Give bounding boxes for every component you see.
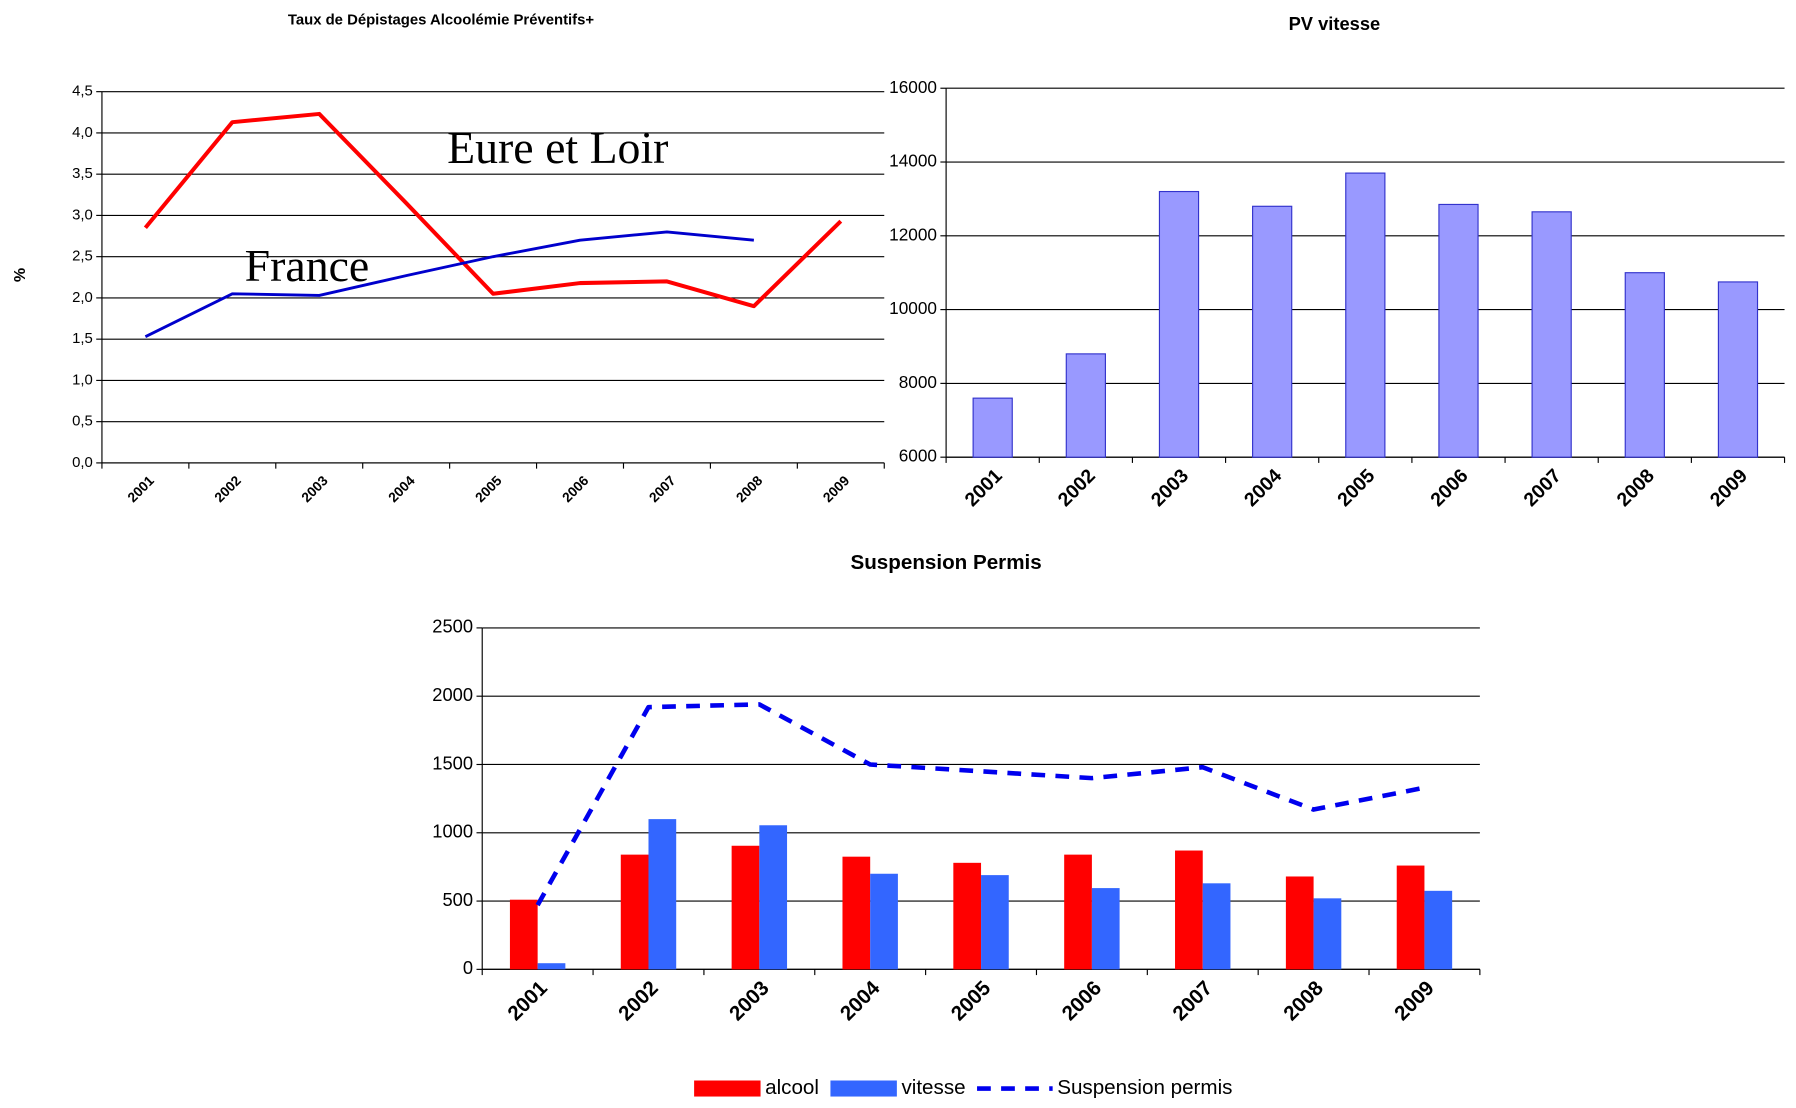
- bar: [731, 845, 760, 970]
- y-tick-label: 1000: [432, 821, 473, 842]
- y-tick-label: 16000: [889, 77, 937, 97]
- y-tick-label: 500: [442, 889, 473, 910]
- x-tick-label: 2001: [961, 465, 1007, 511]
- series-label: France: [245, 240, 370, 291]
- bar: [1531, 211, 1572, 458]
- y-tick-label: 0: [463, 957, 473, 978]
- x-tick-label: 2004: [1240, 465, 1286, 511]
- y-tick-label: 1,0: [72, 372, 93, 388]
- bar: [1624, 272, 1665, 458]
- bar: [1202, 883, 1231, 970]
- x-tick-label: 2003: [1147, 465, 1193, 511]
- x-tick-label: 2002: [1054, 465, 1100, 511]
- bar: [1345, 172, 1386, 458]
- legend-label: vitesse: [901, 1076, 965, 1099]
- y-tick-label: 14000: [889, 151, 937, 171]
- y-tick-label: 1500: [432, 752, 473, 773]
- bar: [1285, 876, 1314, 970]
- x-tick-label: 2009: [1706, 465, 1752, 511]
- x-tick-label: 2007: [1168, 977, 1217, 1026]
- bar: [1252, 205, 1293, 458]
- y-tick-label: 2000: [432, 684, 473, 705]
- legend-label: alcool: [765, 1076, 819, 1099]
- y-tick-label: 8000: [899, 372, 937, 392]
- y-tick-label: 2500: [432, 616, 473, 637]
- y-tick-label: 2,5: [72, 249, 93, 265]
- line: [143, 111, 843, 309]
- chart-title: PV vitesse: [1289, 13, 1381, 34]
- x-tick-label: 2002: [212, 473, 244, 505]
- bar: [870, 873, 898, 970]
- bar: [953, 862, 982, 970]
- x-tick-label: 2005: [947, 977, 996, 1026]
- bar: [842, 856, 871, 970]
- legend-swatch: [694, 1080, 761, 1097]
- bar: [509, 899, 538, 970]
- bar: [1064, 854, 1092, 970]
- bar: [1313, 898, 1342, 970]
- x-tick-label: 2006: [1057, 977, 1106, 1026]
- bar: [1158, 190, 1200, 458]
- x-tick-label: 2009: [1390, 977, 1439, 1026]
- chart-title: Taux de Dépistages Alcoolémie Préventifs…: [288, 13, 595, 29]
- y-tick-label: 4,5: [72, 84, 93, 100]
- chart-title: Suspension Permis: [850, 551, 1041, 574]
- y-tick-label: 2,0: [72, 290, 93, 306]
- x-tick-label: 2006: [559, 473, 591, 505]
- y-tick-label: 4,0: [72, 125, 93, 141]
- y-tick-label: 0,5: [72, 414, 93, 430]
- x-tick-label: 2007: [1520, 465, 1566, 511]
- y-tick-label: 10000: [889, 298, 937, 318]
- bar: [1065, 353, 1106, 458]
- bar: [1438, 203, 1479, 458]
- bar: [981, 875, 1009, 970]
- bar: [620, 854, 649, 970]
- x-tick-label: 2003: [725, 977, 774, 1026]
- line: [144, 230, 755, 338]
- bar: [1717, 281, 1759, 458]
- y-tick-label: 3,5: [72, 166, 93, 182]
- y-tick-label: 1,5: [72, 331, 93, 347]
- x-tick-label: 2001: [125, 473, 157, 505]
- bar: [537, 963, 566, 970]
- x-tick-label: 2008: [1613, 465, 1659, 511]
- y-tick-label: 3,0: [72, 207, 93, 223]
- x-tick-label: 2005: [1333, 465, 1379, 511]
- x-tick-label: 2007: [646, 473, 678, 505]
- x-tick-label: 2006: [1426, 465, 1472, 511]
- dashed-line: [535, 702, 1425, 907]
- legend-label: Suspension permis: [1057, 1076, 1232, 1099]
- x-tick-label: 2004: [386, 473, 418, 505]
- y-tick-label: 12000: [889, 224, 937, 244]
- x-tick-label: 2002: [614, 977, 663, 1026]
- bar: [648, 819, 677, 970]
- x-tick-label: 2008: [733, 473, 765, 505]
- x-tick-label: 2005: [472, 473, 504, 505]
- y-axis-label: %: [11, 268, 29, 282]
- x-tick-label: 2004: [836, 976, 885, 1025]
- bar: [1175, 850, 1203, 970]
- legend-swatch: [830, 1080, 897, 1097]
- bar: [759, 825, 788, 970]
- x-tick-label: 2001: [503, 977, 552, 1026]
- bar: [1091, 888, 1120, 970]
- y-tick-label: 0,0: [72, 455, 93, 471]
- bar: [972, 397, 1013, 458]
- x-tick-label: 2009: [820, 473, 852, 505]
- x-tick-label: 2003: [299, 473, 331, 505]
- bar: [1396, 865, 1425, 970]
- bar: [1424, 890, 1453, 970]
- series-label: Eure et Loir: [447, 122, 668, 173]
- x-tick-label: 2008: [1279, 977, 1328, 1026]
- y-tick-label: 6000: [899, 446, 937, 466]
